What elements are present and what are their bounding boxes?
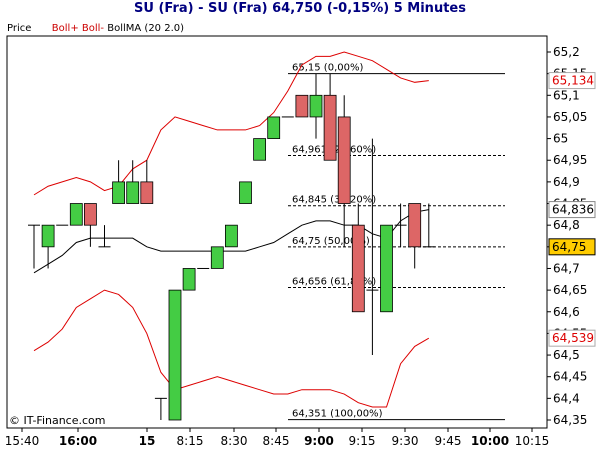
candle [126, 160, 140, 204]
y-tick-label: 65,05 [553, 110, 587, 124]
price-label-box [548, 238, 596, 256]
candle-body-down [351, 224, 365, 313]
x-tick-label: 10:00 [471, 434, 509, 448]
price-label-box [548, 329, 596, 347]
legend: Price Boll+ Boll- BollMA (20 2.0) [7, 23, 184, 34]
price-label: 64,836 [552, 203, 594, 217]
legend-boll-minus: Boll- [81, 23, 105, 34]
legend-price: Price [7, 23, 32, 34]
price-label-box [548, 72, 596, 90]
candle [112, 160, 125, 204]
candle [253, 138, 267, 161]
candle-body-up [253, 138, 267, 161]
y-tick-label: 64,65 [553, 283, 587, 297]
candle-body-up [69, 203, 83, 226]
candle [267, 116, 281, 139]
candle-body-down [84, 203, 97, 226]
copyright: © IT-Finance.com [9, 414, 106, 427]
candle [408, 203, 422, 269]
candle [309, 73, 323, 139]
candle [182, 268, 196, 291]
x-tick-label: 8:45 [263, 434, 290, 448]
candle-body-up [168, 289, 182, 421]
candle [140, 160, 154, 204]
price-label: 65,134 [552, 74, 594, 88]
plot-frame [6, 35, 548, 429]
y-tick-label: 64,8 [553, 218, 580, 232]
x-tick-label: 9:45 [435, 434, 462, 448]
x-tick-label: 9:30 [392, 434, 419, 448]
legend-bollma: BollMA (20 2.0) [107, 23, 185, 34]
x-tick-label: 15 [139, 434, 156, 448]
price-label: 64,539 [552, 331, 594, 345]
candle-body-up [210, 246, 224, 269]
candle-body-up [380, 224, 393, 313]
y-tick-label: 64,95 [553, 153, 587, 167]
candle [210, 246, 224, 269]
price-label-box [548, 201, 596, 219]
candle [337, 95, 351, 247]
x-tick-label: 9:15 [349, 434, 376, 448]
candle [394, 203, 407, 247]
candle [168, 289, 182, 421]
candle-body-up [182, 268, 196, 291]
y-tick-label: 64,45 [553, 370, 587, 384]
candle-body-up [41, 224, 55, 248]
y-tick-label: 64,6 [553, 305, 580, 319]
y-tick-label: 64,9 [553, 175, 580, 189]
candle-body-down [337, 116, 351, 204]
candle [28, 224, 40, 269]
y-tick-label: 64,35 [553, 413, 587, 427]
candle [69, 203, 83, 226]
fib-label: 64,845 (38,20%) [292, 195, 376, 206]
candle [224, 224, 238, 248]
y-tick-label: 64,4 [553, 391, 580, 405]
candle [41, 224, 55, 269]
candle [422, 203, 435, 248]
candle-body-down [140, 181, 154, 204]
chart-title: SU (Fra) - SU (Fra) 64,750 (-0,15%) 5 Mi… [134, 1, 466, 16]
x-tick-label: 15:40 [5, 434, 40, 448]
x-tick-label: 9:00 [304, 434, 334, 448]
candle [366, 138, 379, 356]
fib-label: 64,656 (61,80%) [292, 277, 376, 288]
candle [84, 203, 97, 247]
candle [380, 224, 393, 313]
fib-label: 65,15 (0,00%) [292, 63, 363, 74]
y-tick-label: 64,5 [553, 348, 580, 362]
candle [351, 203, 365, 313]
candle-body-up [239, 181, 252, 204]
candle-body-up [126, 181, 140, 204]
price-label: 64,75 [552, 240, 586, 254]
fib-label: 64,351 (100,00%) [292, 409, 383, 420]
y-tick-label: 65,1 [553, 88, 580, 102]
x-tick-label: 8:30 [221, 434, 248, 448]
candle-body-up [112, 181, 125, 204]
series-boll-minus [33, 289, 430, 408]
candle-body-up [267, 116, 281, 139]
candle-body-up [309, 94, 323, 118]
candle-body-down [323, 94, 337, 161]
candle [154, 397, 167, 420]
y-tick-label: 64,7 [553, 261, 580, 275]
x-tick-label: 16:00 [59, 434, 97, 448]
candle-body-up [224, 224, 238, 248]
fib-label: 64,75 (50,00%) [292, 236, 370, 247]
y-tick-label: 65,2 [553, 45, 580, 59]
candle [323, 73, 337, 161]
series-boll-plus [33, 51, 429, 196]
x-tick-label: 8:15 [177, 434, 204, 448]
candle-body-down [408, 203, 422, 248]
candle-body-down [295, 94, 309, 118]
x-tick-label: 10:15 [515, 434, 550, 448]
legend-boll-plus: Boll+ [51, 23, 79, 34]
candle [98, 225, 111, 248]
candle [239, 181, 252, 204]
y-tick-label: 65 [553, 132, 568, 146]
candle [295, 94, 309, 118]
